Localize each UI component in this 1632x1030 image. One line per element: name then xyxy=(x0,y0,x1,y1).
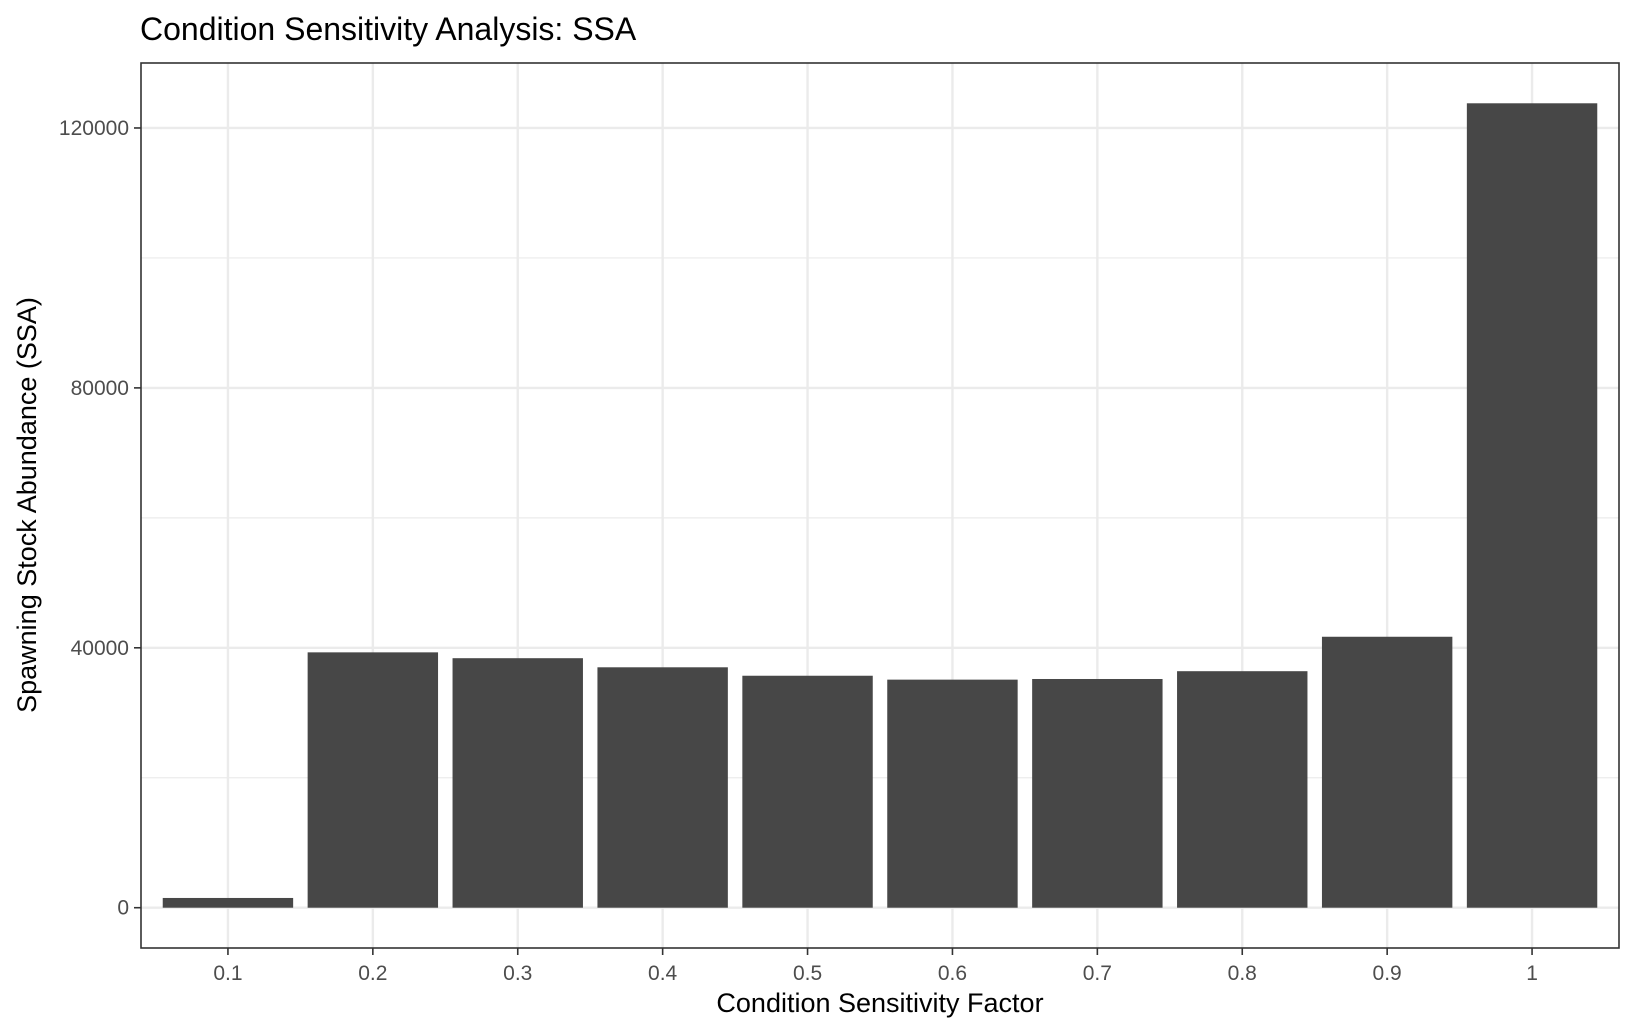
y-tick-label: 0 xyxy=(117,897,129,920)
bar xyxy=(162,897,294,908)
bar xyxy=(452,658,583,908)
y-axis-title: Spawning Stock Abundance (SSA) xyxy=(12,297,42,713)
x-tick-label: 1 xyxy=(1526,962,1538,985)
y-tick-label: 80000 xyxy=(71,377,129,400)
x-tick-label: 0.2 xyxy=(358,962,387,985)
x-tick-label: 0.6 xyxy=(938,962,967,985)
bar xyxy=(1177,671,1308,908)
bar xyxy=(887,679,1018,908)
y-tick-label: 120000 xyxy=(59,117,129,140)
chart-title: Condition Sensitivity Analysis: SSA xyxy=(140,11,637,47)
x-tick-label: 0.3 xyxy=(503,962,532,985)
y-tick-label: 40000 xyxy=(71,637,129,660)
x-tick-label: 0.7 xyxy=(1083,962,1112,985)
bar xyxy=(1032,678,1163,908)
x-tick-label: 0.8 xyxy=(1228,962,1257,985)
x-tick-label: 0.4 xyxy=(648,962,678,985)
bar xyxy=(597,667,728,908)
bar xyxy=(1466,103,1598,908)
axes: 0 40000 80000 120000 0.1 0.2 0.3 0.4 0.5 0.6 0.7 0.… xyxy=(59,117,1538,985)
x-tick-label: 0.1 xyxy=(213,962,242,985)
bar xyxy=(742,675,873,908)
bar xyxy=(307,652,439,908)
plot-panel-border xyxy=(140,62,1620,949)
bars xyxy=(162,103,1598,908)
x-tick-label: 0.5 xyxy=(793,962,822,985)
x-tick-label: 0.9 xyxy=(1373,962,1402,985)
bar xyxy=(1321,636,1453,908)
x-axis-title: Condition Sensitivity Factor xyxy=(716,988,1043,1018)
